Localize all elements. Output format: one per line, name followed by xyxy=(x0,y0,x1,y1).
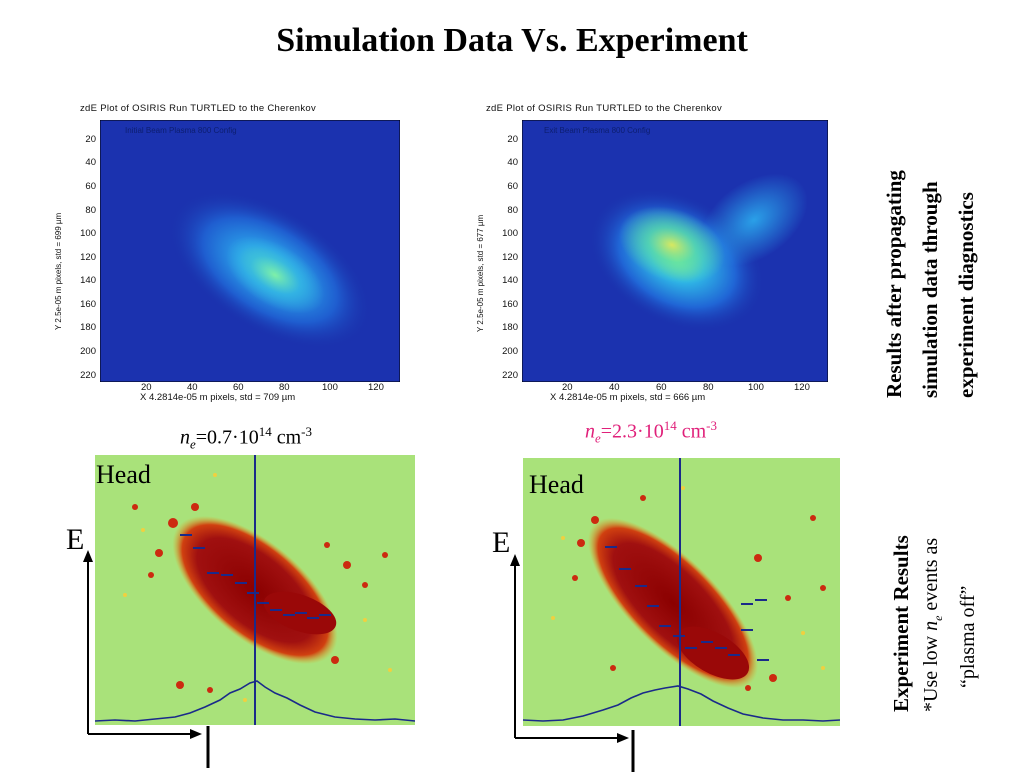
slide-title: Simulation Data Vs. Experiment xyxy=(276,22,748,59)
y-tick: 140 xyxy=(80,275,96,286)
y-tick: 80 xyxy=(85,205,96,216)
y-tick-labels: 20 40 60 80 100 120 140 160 180 200 220 xyxy=(492,120,520,382)
head-label: Head xyxy=(529,470,584,499)
side-caption-line: simulation data through xyxy=(918,181,942,398)
y-tick: 20 xyxy=(85,134,96,145)
density-label-left: ne=0.7·1014 cm-3 xyxy=(180,424,313,452)
side-caption-simulation: Results after propagating simulation dat… xyxy=(876,170,984,398)
x-tick-labels: 20 40 60 80 100 120 xyxy=(522,382,828,394)
x-tick: 40 xyxy=(609,382,620,393)
y-tick: 200 xyxy=(80,346,96,357)
side-caption-heading: Experiment Results xyxy=(889,535,913,712)
head-label: Head xyxy=(96,460,151,489)
x-tick: 20 xyxy=(562,382,573,393)
sim-heatmap: Exit Beam Plasma 800 Config xyxy=(522,120,828,382)
y-tick: 180 xyxy=(80,322,96,333)
y-tick: 80 xyxy=(507,205,518,216)
y-tick: 160 xyxy=(80,299,96,310)
x-tick: 60 xyxy=(656,382,667,393)
side-caption-note-line2: “plasma off” xyxy=(957,585,979,688)
sim-x-axis-label: X 4.2814e-05 m pixels, std = 709 µm xyxy=(140,392,296,403)
x-tick: 80 xyxy=(279,382,290,393)
sim-plot-title: zdE Plot of OSIRIS Run TURTLED to the Ch… xyxy=(486,103,723,114)
sim-plot-title: zdE Plot of OSIRIS Run TURTLED to the Ch… xyxy=(80,103,317,114)
energy-axis-label: E xyxy=(66,523,85,556)
sim-plot-left: zdE Plot of OSIRIS Run TURTLED to the Ch… xyxy=(50,100,425,410)
y-tick: 20 xyxy=(507,134,518,145)
exp-image-right: Head xyxy=(523,458,840,726)
density-label-right: ne=2.3·1014 cm-3 xyxy=(585,418,718,446)
y-tick: 100 xyxy=(502,228,518,239)
y-tick: 60 xyxy=(85,181,96,192)
sim-plot-subtitle: Exit Beam Plasma 800 Config xyxy=(544,126,651,135)
x-tick: 100 xyxy=(322,382,338,393)
side-caption-line: experiment diagnostics xyxy=(954,192,978,398)
axes-arrows-right xyxy=(510,554,635,772)
y-tick: 200 xyxy=(502,346,518,357)
y-tick: 140 xyxy=(502,275,518,286)
x-tick-labels: 20 40 60 80 100 120 xyxy=(100,382,400,394)
side-caption-experiment: Experiment Results *Use low ne events as… xyxy=(886,535,983,712)
x-tick: 120 xyxy=(794,382,810,393)
y-tick: 180 xyxy=(502,322,518,333)
x-tick: 120 xyxy=(368,382,384,393)
side-caption-note: *Use low ne events as xyxy=(920,537,945,712)
sim-x-axis-label: X 4.2814e-05 m pixels, std = 666 µm xyxy=(550,392,706,403)
y-tick: 100 xyxy=(80,228,96,239)
y-tick: 120 xyxy=(80,252,96,263)
x-tick: 100 xyxy=(748,382,764,393)
sim-plot-subtitle: Initial Beam Plasma 800 Config xyxy=(125,126,237,135)
y-tick: 220 xyxy=(502,370,518,381)
sim-heatmap: Initial Beam Plasma 800 Config xyxy=(100,120,400,382)
x-tick: 60 xyxy=(233,382,244,393)
y-tick: 60 xyxy=(507,181,518,192)
x-tick: 20 xyxy=(141,382,152,393)
y-tick: 160 xyxy=(502,299,518,310)
sim-plot-right: zdE Plot of OSIRIS Run TURTLED to the Ch… xyxy=(470,100,845,410)
exp-image-left: Head xyxy=(95,455,415,725)
sim-y-axis-label: Y 2.5e-05 m pixels, std = 677 µm xyxy=(476,214,485,332)
y-tick: 40 xyxy=(85,157,96,168)
axes-arrows-left xyxy=(83,550,210,768)
y-tick: 220 xyxy=(80,370,96,381)
x-tick: 40 xyxy=(187,382,198,393)
y-tick: 120 xyxy=(502,252,518,263)
energy-axis-label: E xyxy=(492,526,511,559)
y-tick-labels: 20 40 60 80 100 120 140 160 180 200 220 xyxy=(72,120,98,382)
y-tick: 40 xyxy=(507,157,518,168)
x-tick: 80 xyxy=(703,382,714,393)
side-caption-line: Results after propagating xyxy=(882,170,906,398)
sim-y-axis-label: Y 2.5e-05 m pixels, std = 699 µm xyxy=(54,212,63,330)
